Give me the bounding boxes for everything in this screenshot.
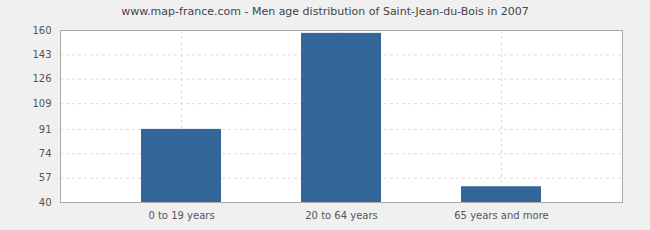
- svg-text:0 to 19 years: 0 to 19 years: [148, 210, 214, 221]
- svg-text:109: 109: [32, 98, 51, 109]
- svg-text:126: 126: [32, 73, 51, 84]
- svg-text:65 years and more: 65 years and more: [454, 210, 549, 221]
- html-text:www.map-france.com - Men age d: www.map-france.com - Men age distributio…: [121, 5, 529, 18]
- svg-text:160: 160: [32, 25, 51, 36]
- svg-text:74: 74: [39, 148, 52, 159]
- svg-text:143: 143: [32, 49, 51, 60]
- svg-text:20 to 64 years: 20 to 64 years: [305, 210, 378, 221]
- svg-text:91: 91: [39, 124, 52, 135]
- svg-text:40: 40: [39, 197, 52, 208]
- svg-text:57: 57: [39, 172, 52, 183]
